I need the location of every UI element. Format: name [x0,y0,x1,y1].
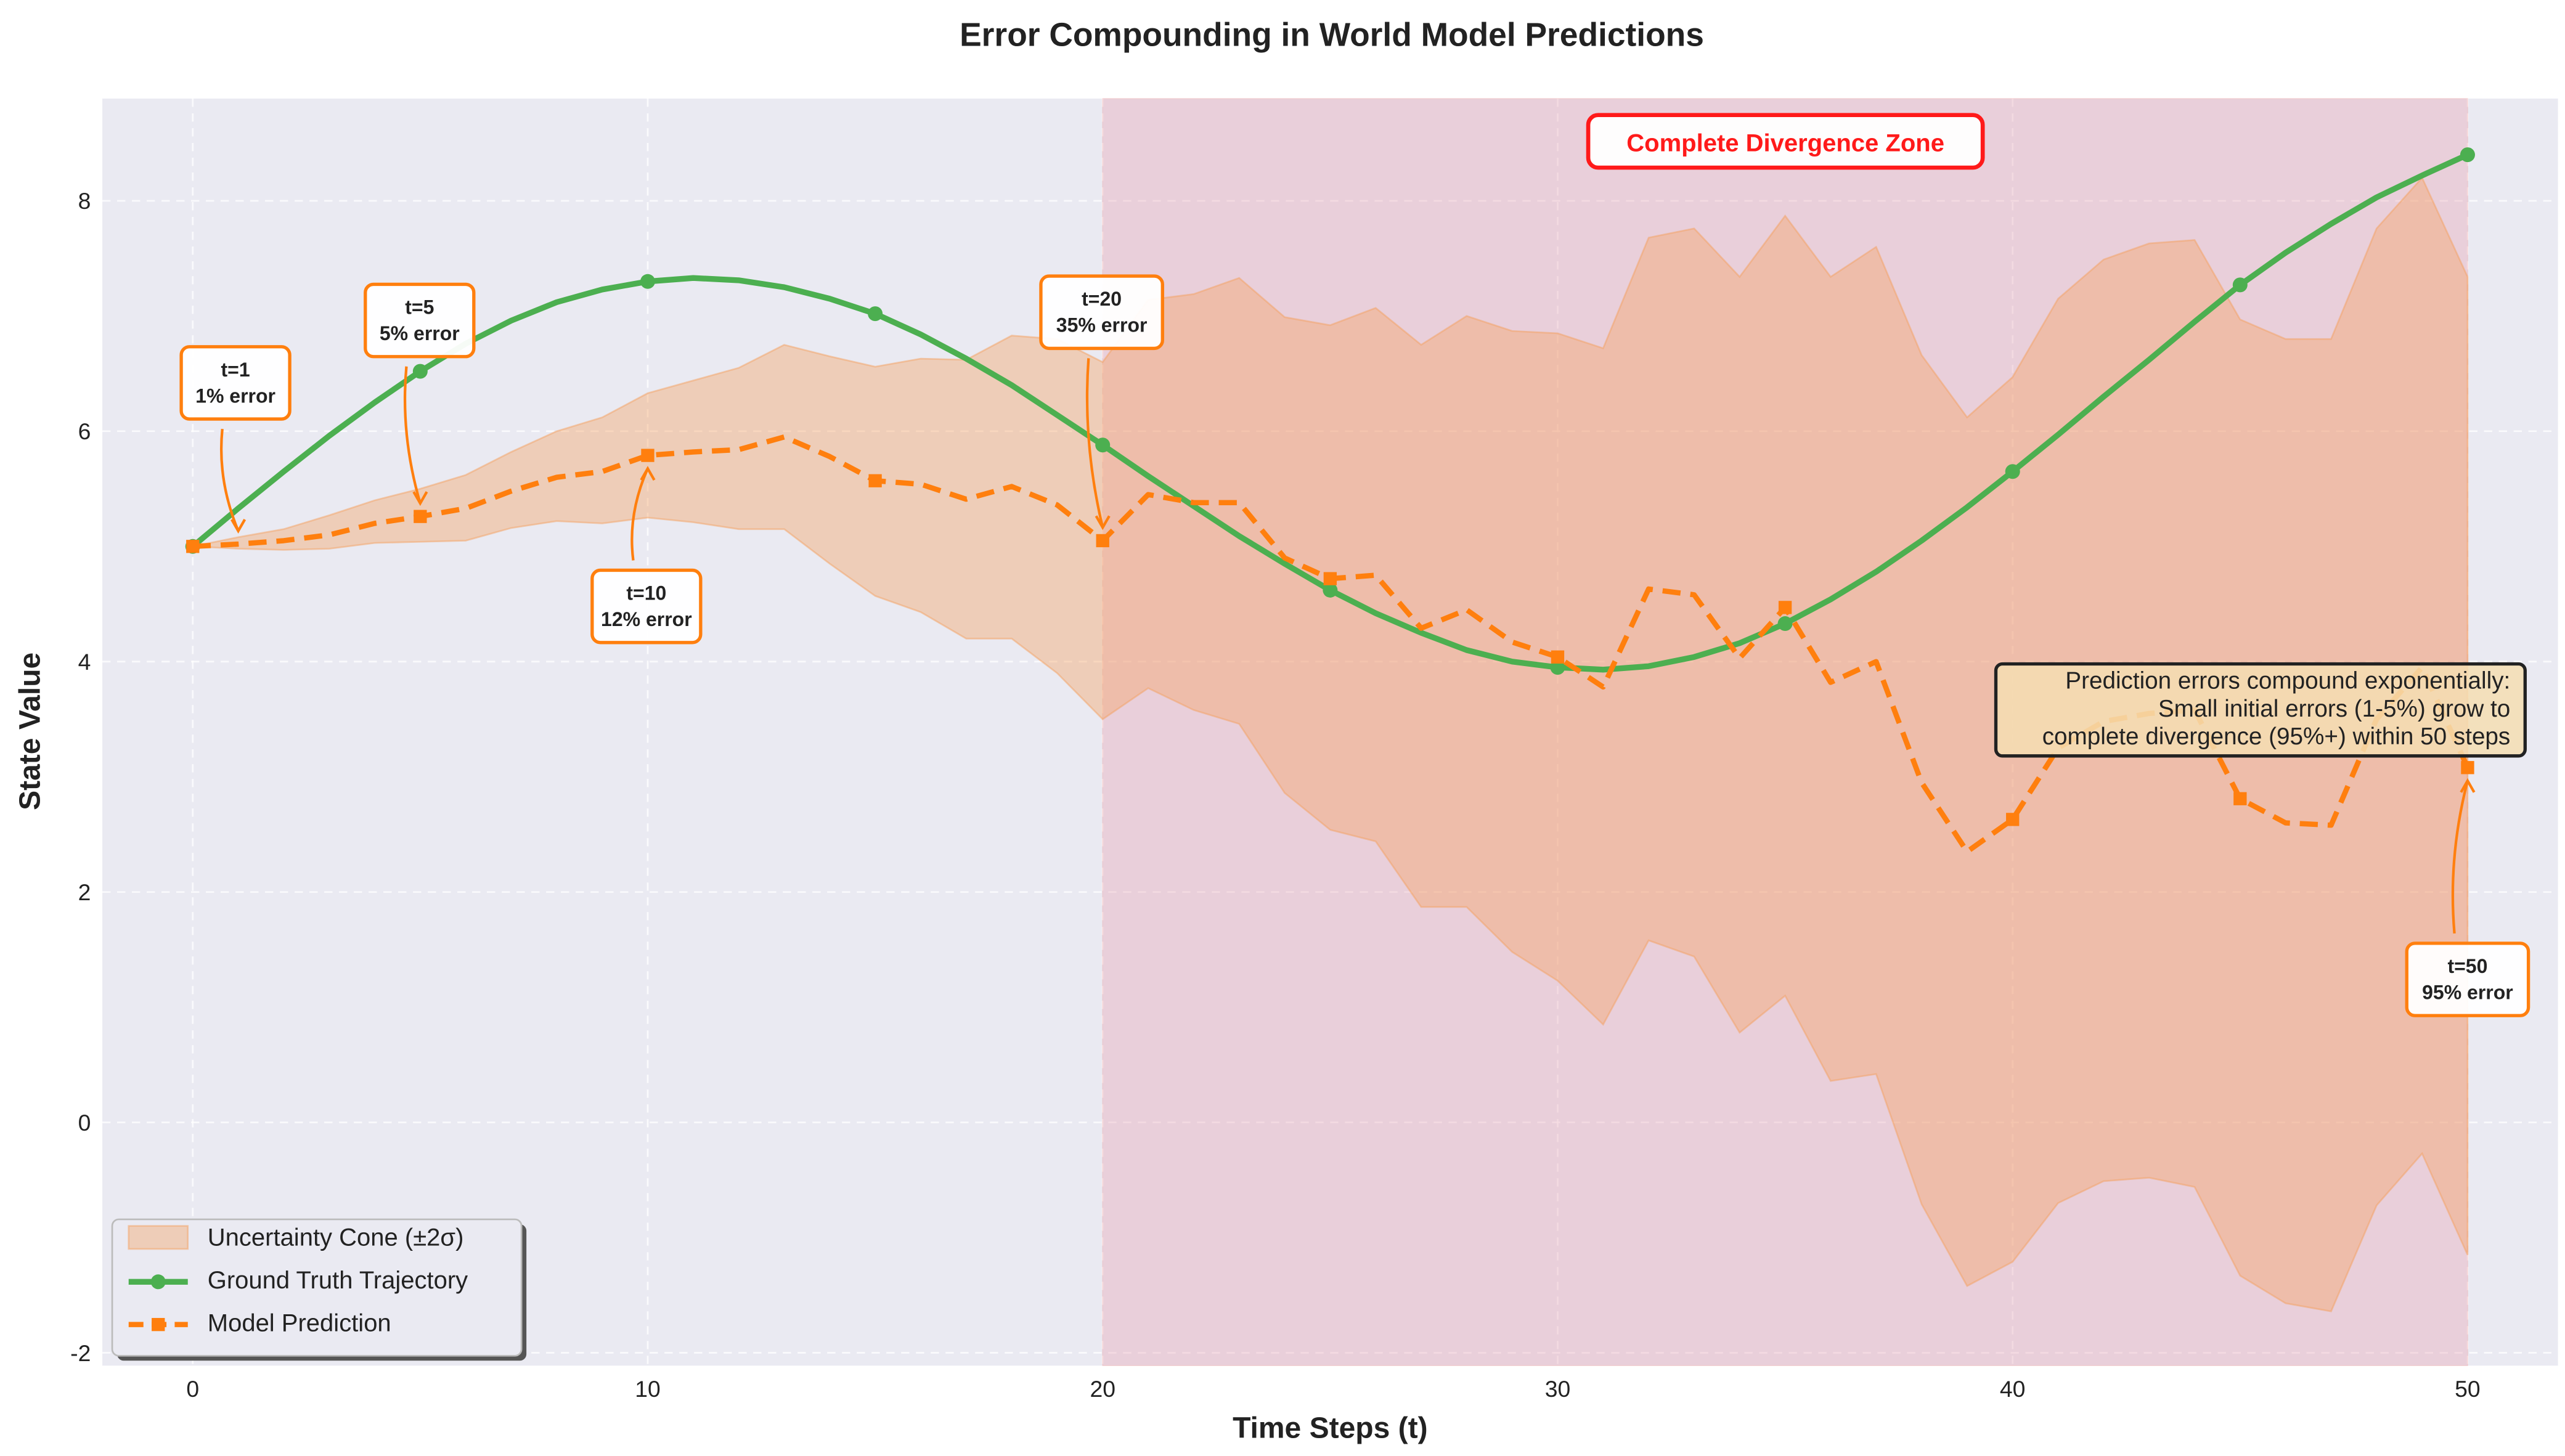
ground-truth-marker [1095,437,1111,453]
model-prediction-marker [1551,650,1565,664]
arrowhead-icon [412,491,428,506]
legend: Uncertainty Cone (±2σ) Ground Truth Traje… [111,1218,527,1361]
y-tick-label: 2 [78,879,91,905]
y-axis-label: State Value [14,653,47,810]
ground-truth-marker [1777,616,1793,632]
y-tick-label: 8 [78,188,91,214]
y-tick-label: 0 [78,1110,91,1136]
model-prediction-marker [868,474,882,487]
legend-marker-square [152,1317,165,1332]
y-tick-label: 4 [78,649,91,675]
x-axis-label: Time Steps (t) [1233,1412,1428,1445]
model-prediction-marker [2006,813,2020,826]
annotation-box [364,282,476,359]
legend-label: Ground Truth Trajectory [208,1267,468,1294]
legend-box [111,1218,523,1357]
annotation-time: t=50 [2447,955,2487,977]
annotation-error: 1% error [195,384,275,407]
divergence-label-box [1586,113,1985,170]
annotation-error: 12% error [601,608,692,630]
arrowhead-icon [230,518,247,534]
x-tick-label: 0 [186,1376,199,1402]
ground-truth-marker [1550,660,1565,675]
annotation-arrow [2451,780,2469,934]
annotation-arrow [1085,358,1104,528]
divergence-label: Complete Divergence Zone [1626,129,1944,157]
ground-truth-marker [2460,147,2475,163]
ground-truth-marker [412,364,428,379]
annotations: t=1 1% error t=5 5% error t=10 12% error t=20 3… [179,113,2530,1017]
annotation-arrow [403,366,422,504]
annotation-error: 5% error [380,322,460,344]
model-prediction-marker [2461,761,2474,775]
annotation-error: 35% error [1056,314,1148,336]
x-tick-label: 50 [2455,1376,2481,1402]
annotation-time: t=10 [626,582,666,604]
ground-truth-marker [640,274,655,289]
legend-label: Uncertainty Cone (±2σ) [208,1224,464,1251]
x-tick-label: 30 [1545,1376,1571,1402]
model-prediction-marker [641,449,655,462]
model-prediction-marker [1778,601,1792,614]
note-line: complete divergence (95%+) within 50 ste… [2042,723,2511,750]
model-prediction-marker [2233,792,2247,805]
arrowhead-icon [2460,778,2476,793]
annotation-error: 95% error [2422,982,2513,1004]
annotation-time: t=1 [221,359,250,381]
annotation-time: t=20 [1082,288,1122,310]
note-line: Prediction errors compound exponentially… [2065,667,2510,694]
note-line: Small initial errors (1-5%) grow to [2158,696,2510,722]
ground-truth-marker [2005,464,2020,479]
chart-title: Error Compounding in World Model Predict… [960,17,1704,54]
model-prediction-marker [1323,572,1337,585]
note-box [1994,662,2527,758]
annotation-arrow [630,468,649,561]
x-tick-label: 40 [2000,1376,2026,1402]
ground-truth-marker [2232,277,2248,293]
x-tick-label: 10 [635,1376,661,1402]
legend-marker-circle [150,1274,166,1290]
model-prediction-marker [1096,534,1109,548]
arrowhead-icon [1095,515,1111,531]
arrowhead-icon [640,466,656,481]
annotation-arrow [219,428,240,532]
annotation-box [2405,942,2530,1017]
legend-label: Model Prediction [208,1309,391,1336]
y-tick-label: -2 [70,1340,91,1366]
model-prediction-marker [186,540,200,553]
model-prediction-marker [414,510,427,523]
x-tick-label: 20 [1090,1376,1115,1402]
annotation-time: t=5 [405,296,434,318]
y-tick-label: 6 [78,418,91,444]
annotation-box [179,345,292,421]
annotation-box [1039,274,1164,351]
ground-truth-marker [868,306,883,322]
annotation-box [590,568,703,645]
legend-swatch-band [128,1225,189,1250]
ground-truth-marker [1323,582,1338,598]
axis-ticks: 0 10 20 30 40 50 -2 0 2 4 6 8 [70,188,2481,1402]
